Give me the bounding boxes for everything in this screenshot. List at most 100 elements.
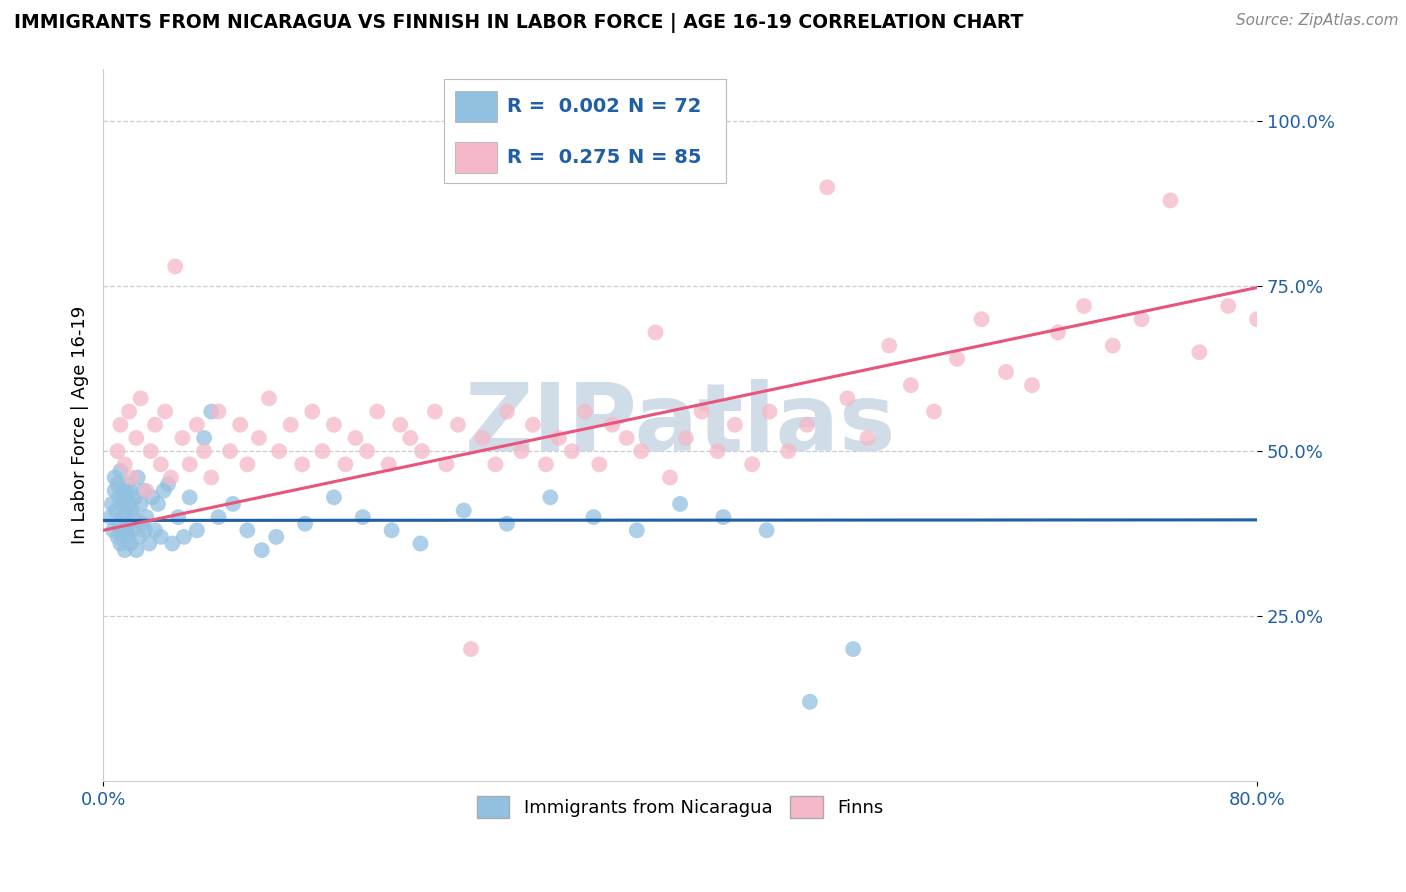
- Point: [1046, 326, 1069, 340]
- Point: [139, 444, 162, 458]
- Point: [118, 404, 141, 418]
- Point: [1159, 194, 1181, 208]
- Point: [690, 404, 713, 418]
- Point: [110, 464, 132, 478]
- Point: [179, 458, 201, 472]
- Point: [877, 338, 900, 352]
- Legend: Immigrants from Nicaragua, Finns: Immigrants from Nicaragua, Finns: [470, 789, 891, 825]
- Point: [366, 404, 388, 418]
- Point: [548, 431, 571, 445]
- Point: [108, 491, 131, 505]
- Point: [423, 404, 446, 418]
- Point: [236, 458, 259, 472]
- Point: [118, 497, 141, 511]
- Point: [131, 516, 153, 531]
- Point: [143, 417, 166, 432]
- Point: [122, 510, 145, 524]
- Point: [117, 530, 139, 544]
- Point: [411, 444, 433, 458]
- Point: [1021, 378, 1043, 392]
- Point: [153, 404, 176, 418]
- Point: [135, 483, 157, 498]
- Point: [1275, 609, 1298, 624]
- Point: [322, 417, 344, 432]
- Point: [389, 417, 412, 432]
- Point: [1130, 312, 1153, 326]
- FancyBboxPatch shape: [456, 142, 496, 173]
- Point: [630, 444, 652, 458]
- Point: [471, 431, 494, 445]
- Point: [561, 444, 583, 458]
- Point: [280, 417, 302, 432]
- Point: [399, 431, 422, 445]
- Point: [149, 458, 172, 472]
- FancyBboxPatch shape: [456, 91, 496, 122]
- Point: [644, 326, 666, 340]
- Point: [127, 470, 149, 484]
- Point: [344, 431, 367, 445]
- Text: N = 85: N = 85: [628, 148, 702, 167]
- Point: [311, 444, 333, 458]
- Text: ZIPatlas: ZIPatlas: [464, 379, 896, 471]
- Point: [229, 417, 252, 432]
- Point: [114, 458, 136, 472]
- Point: [121, 470, 143, 484]
- Point: [409, 536, 432, 550]
- Point: [946, 351, 969, 366]
- Point: [117, 477, 139, 491]
- Point: [755, 524, 778, 538]
- Point: [110, 417, 132, 432]
- Point: [120, 536, 142, 550]
- Point: [115, 524, 138, 538]
- Point: [111, 524, 134, 538]
- Point: [222, 497, 245, 511]
- Point: [706, 444, 728, 458]
- Point: [193, 444, 215, 458]
- Text: Source: ZipAtlas.com: Source: ZipAtlas.com: [1236, 13, 1399, 29]
- Point: [301, 404, 323, 418]
- Point: [179, 491, 201, 505]
- Point: [381, 524, 404, 538]
- Point: [922, 404, 945, 418]
- Text: IMMIGRANTS FROM NICARAGUA VS FINNISH IN LABOR FORCE | AGE 16-19 CORRELATION CHAR: IMMIGRANTS FROM NICARAGUA VS FINNISH IN …: [14, 13, 1024, 33]
- Point: [574, 404, 596, 418]
- Point: [291, 458, 314, 472]
- Point: [796, 417, 818, 432]
- Point: [582, 510, 605, 524]
- Point: [1101, 338, 1123, 352]
- Point: [114, 503, 136, 517]
- FancyBboxPatch shape: [443, 79, 727, 183]
- Point: [107, 530, 129, 544]
- Point: [103, 524, 125, 538]
- Point: [115, 491, 138, 505]
- Point: [522, 417, 544, 432]
- Point: [600, 417, 623, 432]
- Point: [1246, 312, 1268, 326]
- Point: [162, 536, 184, 550]
- Point: [167, 510, 190, 524]
- Point: [207, 510, 229, 524]
- Point: [856, 431, 879, 445]
- Point: [453, 503, 475, 517]
- Point: [995, 365, 1018, 379]
- Point: [172, 431, 194, 445]
- Point: [135, 510, 157, 524]
- Point: [837, 392, 859, 406]
- Point: [436, 458, 458, 472]
- Point: [1218, 299, 1240, 313]
- Point: [104, 483, 127, 498]
- Point: [247, 431, 270, 445]
- Point: [460, 642, 482, 657]
- Point: [294, 516, 316, 531]
- Point: [669, 497, 692, 511]
- Point: [186, 524, 208, 538]
- Point: [120, 483, 142, 498]
- Point: [146, 497, 169, 511]
- Point: [112, 510, 135, 524]
- Point: [129, 497, 152, 511]
- Point: [118, 516, 141, 531]
- Point: [335, 458, 357, 472]
- Point: [322, 491, 344, 505]
- Point: [124, 491, 146, 505]
- Point: [900, 378, 922, 392]
